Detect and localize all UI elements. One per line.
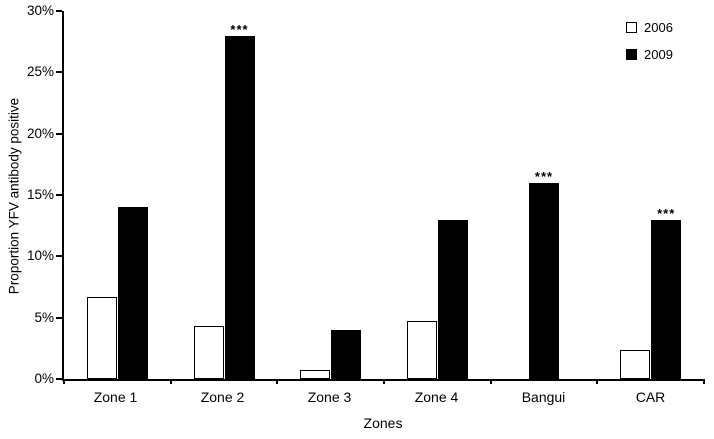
x-tick-mark: [703, 379, 705, 384]
y-tick-mark: [56, 255, 62, 258]
bar-2009-zone-1: [117, 207, 148, 379]
bar-2009-car: ***: [651, 206, 682, 379]
bar-2006-zone-4: [406, 321, 437, 379]
x-tick-label-zone-2: Zone 2: [200, 389, 245, 405]
x-tick-mark: [383, 379, 385, 384]
bar-2006-car: [620, 349, 651, 379]
legend-swatch-2009: [626, 49, 637, 60]
x-axis-title: Zones: [363, 415, 403, 431]
y-tick-label: 0%: [34, 371, 54, 386]
significance-marker: ***: [657, 205, 676, 221]
x-tick-mark: [489, 379, 492, 384]
y-tick-mark: [56, 71, 62, 74]
bar-2009-zone-2: ***: [224, 22, 255, 379]
bar-groups: *** *** ***: [64, 11, 704, 379]
bar-2006-zone-2: [193, 326, 224, 379]
x-tick-mark: [63, 379, 65, 384]
significance-marker: ***: [534, 168, 554, 184]
y-tick-label: 5%: [34, 309, 54, 325]
y-tick-mark: [56, 378, 62, 380]
y-tick-label: 30%: [26, 3, 54, 18]
bar-group-car: ***: [597, 11, 704, 379]
x-tick-label-bangui: Bangui: [521, 389, 566, 405]
legend-entry-2009: 2009: [626, 47, 673, 62]
x-tick-label-zone-3: Zone 3: [307, 389, 352, 405]
legend-label: 2006: [644, 20, 673, 35]
plot-area: 0% 5% 10% 15% 20% 25% 30% *** *** ***: [27, 3, 705, 386]
significance-marker: ***: [230, 21, 249, 37]
bar-group-zone-4: [384, 11, 491, 379]
y-tick-mark: [56, 10, 62, 12]
x-tick-label-zone-1: Zone 1: [93, 389, 138, 405]
legend-swatch-2006: [626, 22, 637, 33]
y-tick-label: 15%: [26, 187, 54, 202]
x-tick-label-car: CAR: [635, 389, 666, 405]
y-tick-mark: [56, 132, 62, 135]
legend-entry-2006: 2006: [626, 20, 673, 35]
y-tick-label: 25%: [26, 64, 54, 80]
bar-2009-bangui: ***: [529, 169, 560, 379]
bar-group-zone-3: [277, 11, 384, 379]
y-tick-label: 20%: [26, 125, 54, 141]
x-tick-mark: [169, 379, 172, 384]
legend: 2006 2009: [626, 20, 673, 62]
bar-2006-zone-3: [300, 370, 331, 379]
x-tick-mark: [596, 379, 599, 384]
y-axis-ticks: 0% 5% 10% 15% 20% 25% 30%: [27, 3, 704, 386]
bar-group-zone-1: [64, 11, 171, 379]
bar-2009-zone-3: [331, 329, 362, 379]
x-axis-ticks: [63, 11, 705, 384]
x-tick-mark: [276, 379, 279, 384]
x-axis-labels: Zone 1 Zone 2 Zone 3 Zone 4 Bangui CAR: [62, 389, 704, 405]
bar-2006-zone-1: [86, 296, 117, 379]
legend-label: 2009: [644, 47, 673, 62]
bar-2009-zone-4: [437, 219, 468, 379]
y-tick-label: 10%: [26, 248, 54, 264]
bar-group-zone-2: ***: [171, 11, 278, 379]
bar-group-bangui: ***: [491, 11, 598, 379]
x-tick-label-zone-4: Zone 4: [414, 389, 459, 405]
y-tick-mark: [56, 194, 62, 196]
y-tick-mark: [56, 316, 62, 319]
